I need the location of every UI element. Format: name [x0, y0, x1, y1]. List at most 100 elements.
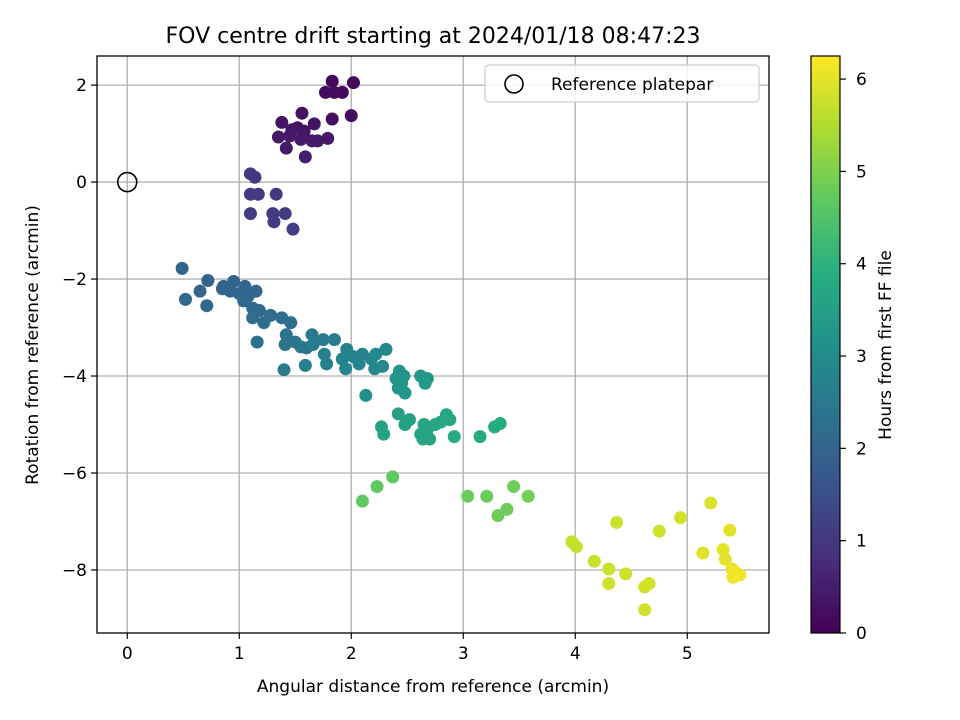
data-point: [275, 115, 289, 129]
data-point: [423, 432, 437, 446]
x-tick-label: 5: [682, 644, 693, 664]
data-point: [344, 109, 358, 123]
data-point: [391, 407, 405, 421]
colorbar-tick-label: 6: [856, 70, 867, 90]
data-point: [500, 502, 514, 516]
data-point: [279, 328, 293, 342]
data-point: [376, 359, 390, 373]
data-point: [696, 546, 710, 560]
legend-box: [484, 64, 760, 103]
reference-platepar-marker: [116, 171, 138, 193]
data-point: [369, 347, 383, 361]
data-point: [278, 207, 292, 221]
data-point: [251, 187, 265, 201]
colorbar-tick-label: 1: [856, 532, 867, 552]
data-point: [447, 430, 461, 444]
data-point: [249, 284, 263, 298]
data-point: [279, 141, 293, 155]
colorbar-gradient: [811, 56, 840, 633]
data-point: [587, 554, 601, 568]
x-axis-label: Angular distance from reference (arcmin): [257, 677, 609, 697]
data-point: [443, 413, 457, 427]
colorbar-ticks: 0 1 2 3 4 5 6: [840, 70, 867, 644]
data-point: [321, 131, 335, 145]
colorbar-label: Hours from first FF file: [876, 250, 896, 440]
data-point: [200, 299, 214, 313]
x-tick-label: 2: [346, 644, 357, 664]
legend-marker-icon: [504, 74, 524, 94]
data-point: [642, 577, 656, 591]
colorbar-tick-label: 2: [856, 439, 867, 459]
data-points: [175, 74, 747, 617]
data-point: [250, 335, 264, 349]
data-point: [480, 489, 494, 503]
data-point: [370, 480, 384, 494]
chart-title: FOV centre drift starting at 2024/01/18 …: [166, 24, 701, 49]
x-axis-ticks: 0 1 2 3 4 5: [122, 633, 693, 664]
data-point: [320, 357, 334, 371]
data-point: [610, 515, 624, 529]
data-point: [178, 292, 192, 306]
data-point: [602, 562, 616, 576]
data-point: [638, 603, 652, 617]
data-point: [339, 362, 353, 376]
data-point: [619, 567, 633, 581]
data-point: [521, 489, 535, 503]
x-tick-label: 0: [122, 644, 133, 664]
data-point: [377, 427, 391, 441]
y-axis-label: Rotation from reference (arcmin): [23, 205, 43, 485]
legend: Reference platepar: [484, 64, 760, 103]
data-point: [569, 540, 583, 554]
data-point: [327, 333, 341, 347]
data-point: [306, 338, 320, 351]
data-point: [318, 85, 332, 99]
data-point: [723, 523, 737, 537]
colorbar-tick-label: 0: [856, 624, 867, 644]
data-point: [716, 543, 730, 557]
data-point: [286, 222, 300, 236]
plot-frame: [96, 55, 770, 634]
colorbar-tick-label: 4: [856, 255, 867, 275]
data-point: [278, 338, 292, 351]
data-point: [418, 376, 432, 390]
data-point: [602, 577, 616, 591]
data-point: [243, 207, 257, 221]
data-point: [507, 480, 521, 494]
data-point: [359, 388, 373, 402]
colorbar-frame: [810, 55, 841, 634]
data-point: [327, 85, 341, 99]
data-point: [305, 328, 319, 342]
data-point: [269, 187, 283, 201]
y-tick-label: −6: [62, 464, 87, 484]
grid: [97, 56, 769, 633]
data-point: [316, 333, 330, 347]
data-point: [733, 568, 747, 582]
legend-label: Reference platepar: [551, 75, 713, 95]
data-point: [201, 273, 215, 287]
data-point: [193, 284, 207, 298]
x-tick-label: 1: [234, 644, 245, 664]
data-point: [398, 386, 412, 400]
x-tick-label: 3: [458, 644, 469, 664]
data-point: [283, 129, 297, 143]
data-point: [257, 316, 271, 330]
y-tick-label: −4: [62, 367, 87, 387]
reference-marker-group: [116, 171, 138, 193]
data-point: [461, 489, 475, 503]
data-point: [295, 106, 309, 120]
data-point: [298, 150, 312, 164]
data-point: [267, 215, 281, 229]
data-point: [277, 363, 291, 377]
colorbar: 0 1 2 3 4 5 6 Hours from first FF file: [810, 55, 896, 644]
y-tick-label: −2: [62, 270, 87, 290]
data-point: [284, 316, 298, 330]
colorbar-tick-label: 3: [856, 347, 867, 367]
data-point: [325, 74, 339, 88]
data-point: [307, 117, 321, 131]
y-tick-label: −8: [62, 561, 87, 581]
data-point: [704, 496, 718, 510]
y-tick-label: 2: [76, 76, 87, 96]
data-point: [493, 417, 507, 431]
data-point: [674, 511, 688, 525]
